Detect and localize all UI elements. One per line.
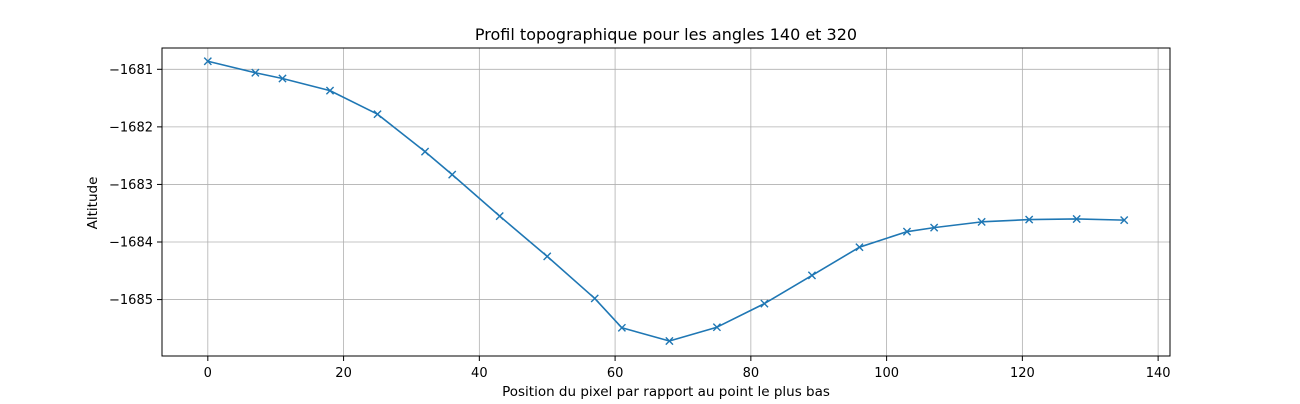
- data-point-stroke: [977, 217, 986, 226]
- data-point: [590, 294, 599, 303]
- data-point-stroke: [902, 227, 912, 236]
- data-point: [855, 243, 864, 252]
- data-point-stroke: [1072, 214, 1081, 224]
- data-point-stroke: [251, 68, 260, 77]
- data-point: [712, 323, 722, 332]
- data-point: [495, 212, 504, 221]
- x-tick-label: 140: [1146, 366, 1171, 381]
- data-point-stroke: [278, 74, 287, 83]
- y-tick-label: −1682: [109, 120, 153, 135]
- x-tick-label: 60: [607, 366, 624, 381]
- data-point-stroke: [1025, 215, 1034, 224]
- data-point: [251, 68, 260, 77]
- data-point-stroke: [617, 323, 626, 332]
- data-point: [420, 147, 430, 156]
- data-point: [373, 110, 382, 119]
- y-axis-ticks: −1681 −1682 −1683 −1684 −1685: [109, 63, 162, 308]
- data-point: [278, 74, 287, 83]
- y-tick-label: −1681: [109, 63, 153, 78]
- series-layer: [203, 57, 1129, 346]
- data-point-stroke: [712, 323, 722, 332]
- data-point-stroke: [855, 243, 864, 252]
- data-point: [902, 227, 912, 236]
- data-point-stroke: [807, 271, 817, 280]
- x-tick-label: 80: [743, 366, 760, 381]
- chart-title: Profil topographique pour les angles 140…: [475, 25, 857, 44]
- data-point-stroke: [543, 252, 552, 261]
- data-point: [325, 86, 335, 95]
- x-axis-label: Position du pixel par rapport au point l…: [502, 384, 830, 400]
- x-axis-ticks: 0 20 40 60 80 100 120 140: [204, 356, 1171, 381]
- data-point-stroke: [203, 57, 212, 66]
- series-line: [207, 60, 1125, 342]
- data-point: [760, 299, 769, 308]
- data-point-stroke: [448, 170, 457, 179]
- y-tick-label: −1683: [109, 178, 153, 193]
- grid-lines: [162, 48, 1170, 356]
- data-point: [448, 170, 457, 179]
- x-tick-label: 20: [335, 366, 352, 381]
- data-point: [203, 57, 212, 66]
- y-tick-label: −1684: [109, 236, 153, 251]
- data-point: [543, 252, 552, 261]
- x-tick-label: 120: [1010, 366, 1035, 381]
- data-point-stroke: [665, 336, 674, 346]
- data-point-stroke: [930, 223, 939, 232]
- data-point-stroke: [420, 147, 430, 156]
- data-point-stroke: [325, 86, 335, 95]
- data-point-stroke: [495, 212, 504, 221]
- data-point-stroke: [590, 294, 599, 303]
- data-point-stroke: [760, 299, 769, 308]
- data-point: [1072, 214, 1081, 224]
- x-tick-label: 100: [874, 366, 899, 381]
- data-point: [977, 217, 986, 226]
- data-point: [1120, 216, 1129, 225]
- data-point: [665, 336, 674, 346]
- x-tick-label: 0: [204, 366, 212, 381]
- data-point: [617, 323, 626, 332]
- plot-frame: [161, 47, 1171, 357]
- data-point: [930, 223, 939, 232]
- y-axis-label: Altitude: [85, 177, 101, 230]
- y-tick-label: −1685: [109, 293, 153, 308]
- data-point-stroke: [373, 110, 382, 119]
- data-point: [807, 271, 817, 280]
- data-point: [1025, 215, 1034, 224]
- x-tick-label: 40: [471, 366, 488, 381]
- data-point-stroke: [1120, 216, 1129, 225]
